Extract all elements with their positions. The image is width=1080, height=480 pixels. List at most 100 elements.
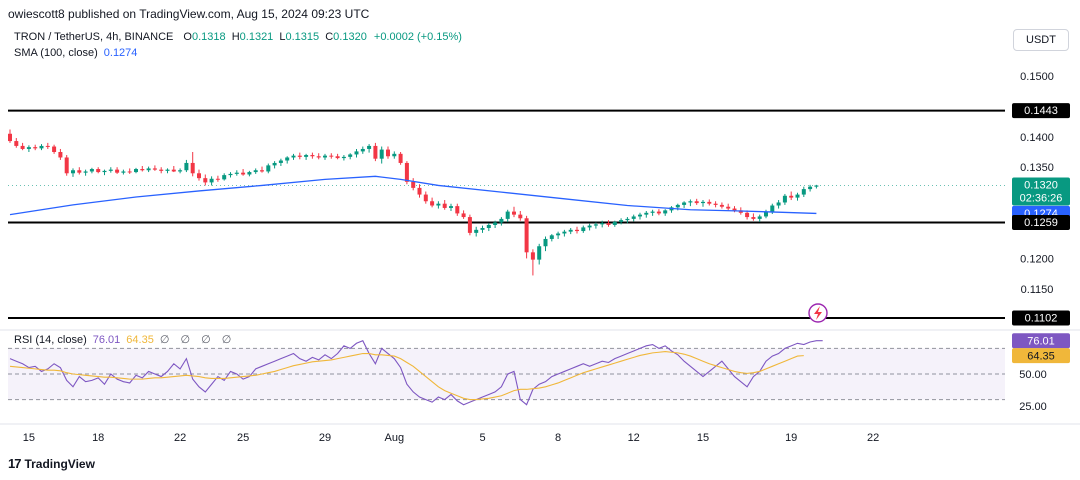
candle-body <box>625 218 630 221</box>
candle-body <box>278 160 283 163</box>
low-label: L <box>279 31 286 43</box>
currency-button[interactable]: USDT <box>1013 29 1069 51</box>
price-label-text: 0.1259 <box>1024 217 1058 229</box>
candle-body <box>776 202 781 206</box>
candle-body <box>575 229 579 232</box>
candle-body <box>348 154 353 157</box>
candle-body <box>253 170 258 173</box>
candle-body <box>619 220 624 222</box>
candle-body <box>203 178 208 183</box>
candle-body <box>341 156 346 159</box>
candle-body <box>656 211 661 214</box>
candle-body <box>612 221 617 225</box>
time-tick-label: 15 <box>697 432 709 444</box>
candle-body <box>556 233 561 236</box>
rsi-label-box <box>1012 333 1070 349</box>
candle-body <box>650 211 655 213</box>
lightning-icon[interactable] <box>808 303 828 323</box>
candle-body <box>782 195 787 203</box>
candle-body <box>379 149 384 159</box>
candle-body <box>140 169 145 171</box>
candle-body <box>430 201 435 206</box>
rsi-ma-value: 64.35 <box>126 334 154 346</box>
candle-body <box>14 141 19 146</box>
candle-body <box>96 169 101 173</box>
candle-body <box>329 155 334 157</box>
change-value: +0.0002 (+0.15%) <box>373 31 462 43</box>
candle-body <box>404 162 409 182</box>
price-label-box <box>1012 103 1070 119</box>
candle-body <box>360 148 365 152</box>
candle-body <box>20 145 25 149</box>
time-tick-label: 22 <box>867 432 879 444</box>
candle-body <box>549 235 554 239</box>
candle-body <box>675 204 680 208</box>
time-tick-label: 5 <box>479 432 485 444</box>
rsi-label: RSI (14, close) <box>14 334 87 346</box>
candle-body <box>197 173 201 179</box>
candle-body <box>58 152 63 158</box>
candle-body <box>795 194 800 198</box>
candle-body <box>524 218 529 253</box>
candle-body <box>801 189 806 195</box>
rsi-label-text: 76.01 <box>1027 336 1055 348</box>
candle-body <box>663 210 668 214</box>
rsi-legend[interactable]: RSI (14, close) 76.01 64.35 ∅ ∅ ∅ ∅ <box>14 333 235 346</box>
candle-body <box>770 205 775 212</box>
rsi-ma-line <box>9 351 804 401</box>
time-tick-label: 15 <box>23 432 35 444</box>
sma-legend[interactable]: SMA (100, close) 0.1274 <box>14 47 137 59</box>
price-tick-label: 0.1200 <box>1020 253 1054 265</box>
candle-body <box>581 227 586 232</box>
candle-body <box>449 206 453 208</box>
candle-body <box>297 155 302 157</box>
candle-body <box>134 169 138 173</box>
countdown-label: 02:36:26 <box>1020 192 1063 204</box>
candle-body <box>606 223 611 225</box>
candle-body <box>707 201 712 204</box>
candle-body <box>474 229 479 233</box>
candle-body <box>39 145 44 149</box>
price-label-text: 0.1102 <box>1025 313 1058 325</box>
rsi-tick-label: 50.00 <box>1019 369 1047 381</box>
publisher-line: owiescott8 published on TradingView.com,… <box>8 7 370 21</box>
candle-body <box>757 216 762 219</box>
candle-body <box>417 187 422 195</box>
candle-body <box>764 211 768 217</box>
time-tick-label: 19 <box>785 432 797 444</box>
candle-body <box>89 169 94 172</box>
high-value: 0.1321 <box>239 31 274 43</box>
close-label: C <box>325 31 334 43</box>
candle-body <box>480 228 485 230</box>
price-tick-label: 0.1500 <box>1020 71 1054 83</box>
candle-body <box>323 155 327 158</box>
candle-body <box>165 169 170 171</box>
footer-brand: TradingView <box>24 456 95 471</box>
candle-body <box>64 157 69 174</box>
candle-body <box>209 178 214 183</box>
price-tick-label: 0.1350 <box>1020 162 1054 174</box>
price-label-box <box>1012 215 1070 231</box>
candle-body <box>392 153 397 157</box>
candle-body <box>247 172 252 175</box>
tradingview-footer[interactable]: 17 TradingView <box>8 456 95 471</box>
candle-body <box>789 195 794 198</box>
rsi-label-text: 64.35 <box>1027 351 1055 363</box>
candle-body <box>71 170 75 174</box>
candle-body <box>505 211 510 219</box>
candle-body <box>26 147 31 149</box>
candle-body <box>543 238 548 247</box>
close-value: 0.1320 <box>333 31 367 43</box>
time-tick-label: 22 <box>174 432 186 444</box>
candle-body <box>411 181 416 188</box>
symbol-title[interactable]: TRON / TetherUS, 4h, BINANCE <box>14 31 174 43</box>
candle-body <box>461 213 466 218</box>
candle-body <box>518 214 523 219</box>
price-label-text: 0.1443 <box>1024 105 1058 117</box>
candle-body <box>386 149 390 157</box>
candle-body <box>228 173 233 176</box>
rsi-label-box <box>1012 348 1070 364</box>
time-tick-label: 18 <box>92 432 104 444</box>
candle-body <box>260 170 264 172</box>
